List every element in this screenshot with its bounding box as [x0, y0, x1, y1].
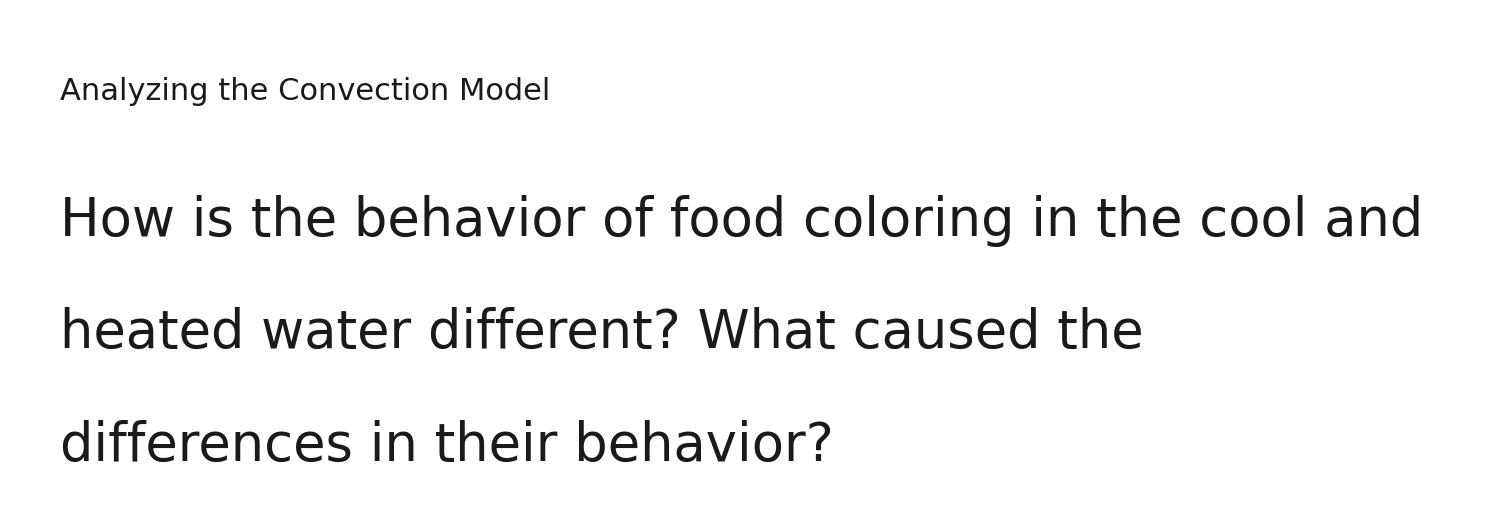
Text: Analyzing the Convection Model: Analyzing the Convection Model — [60, 77, 550, 106]
Text: differences in their behavior?: differences in their behavior? — [60, 420, 834, 472]
Text: How is the behavior of food coloring in the cool and: How is the behavior of food coloring in … — [60, 195, 1423, 247]
Text: heated water different? What caused the: heated water different? What caused the — [60, 307, 1143, 359]
